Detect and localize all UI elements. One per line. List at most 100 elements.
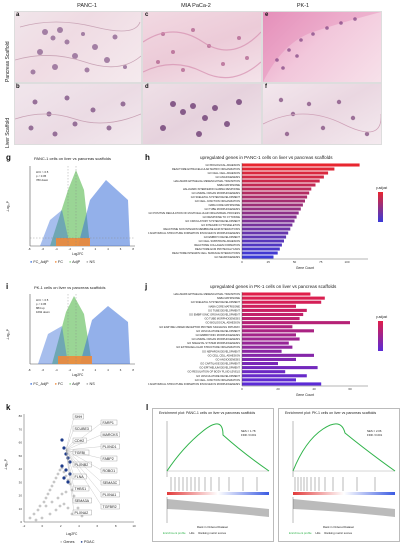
gene-label-box (100, 431, 120, 438)
gene-point (56, 472, 60, 476)
xtick: 4 (107, 368, 109, 372)
histology-cells-b (15, 95, 141, 137)
bar-term-label: GO VASCULATURE DEVELOPMENT (196, 329, 240, 333)
gene-point (60, 492, 64, 496)
bar-term-label: REACTOME ECM PROTEOGLYCANS (195, 247, 240, 251)
x-tick-label: 8 (115, 524, 117, 528)
gene-point (36, 508, 40, 512)
bar (242, 304, 296, 308)
bar-term-label: GO CELL CELL ADHESION (208, 171, 241, 175)
bar-term-label: GO CELL JUNCTION ORGANIZATION (195, 378, 240, 382)
panel-label-a: a (16, 12, 20, 18)
pdac-point (68, 460, 72, 464)
bar (242, 175, 324, 179)
bar (242, 345, 293, 349)
histology-cells-f (263, 97, 381, 137)
bar-term-label: GO EMBRYO DEVELOPMENT (204, 235, 241, 239)
x-tick-label: 100 (344, 260, 349, 264)
x-tick-label: 20 (276, 387, 280, 391)
gene-point (40, 516, 44, 520)
gene-label: TGFBI (75, 451, 86, 455)
gene-leader (65, 446, 103, 451)
x-tick-label: 50 (293, 260, 297, 264)
bar (242, 349, 282, 353)
bar (242, 231, 289, 235)
x-tick-label: 25 (267, 260, 271, 264)
legend-adjp: ● AdjP (68, 382, 81, 386)
bar-term-label: GO CELL CELL ADHESION (208, 353, 241, 357)
bar (242, 251, 278, 255)
legend-ns: ● NS (86, 382, 95, 386)
bar (242, 223, 293, 227)
bar (242, 308, 307, 312)
gene-label-box (100, 443, 120, 450)
gene-leader (65, 422, 103, 451)
gene-label: SCUBE3 (75, 427, 89, 431)
gene-point (32, 512, 36, 516)
histology-cells-c (143, 28, 261, 79)
gene-label-box (100, 419, 118, 426)
legend-ranking: Ranking metric scores (198, 531, 227, 535)
gene-point (48, 512, 52, 516)
bar (242, 325, 293, 329)
gsea-left: Enrichment plot: PANC-1 cells on liver v… (152, 408, 274, 542)
x-tick-label: 75 (319, 260, 323, 264)
volcano-title-g: PANC-1 cells on liver vs pancreas scaffo… (34, 156, 111, 161)
bar-term-label: GO SKELETAL SYSTEM DEVELOPMENT (191, 195, 241, 199)
gene-point (64, 474, 68, 478)
gsea-right: Enrichment plot: PK-1 cells on liver vs … (278, 408, 400, 542)
volcano-annot-i-3: 1692 down (36, 310, 50, 314)
histology-image-c (142, 11, 262, 83)
gene-point (50, 484, 54, 488)
legend-pdac: ● PDAC (80, 540, 95, 544)
bar-title-h: upregulated genes in PANC-1 cells on liv… (200, 155, 333, 160)
bar-term-label: GO SKELETAL SYSTEM DEVELOPMENT (191, 300, 241, 304)
gene-leader (65, 449, 75, 489)
gene-point (64, 490, 68, 494)
bar (242, 370, 286, 374)
bar (242, 300, 322, 304)
bar-term-label: GO TUBE DEVELOPMENT (208, 308, 240, 312)
gene-label: FARP1 (103, 421, 114, 425)
gene-label-box (100, 503, 120, 510)
gene-point (46, 492, 50, 496)
bar-term-label: GO CARTILAGE DEVELOPMENT (200, 362, 240, 366)
gene-point (52, 480, 56, 484)
bar-term-label: GO BIOLOGICAL ADHESION (206, 321, 241, 325)
panel-label-f: f (265, 84, 267, 90)
gene-point (66, 506, 70, 510)
bar (242, 235, 287, 239)
gsea-right-legend: Enrichment profile Hits Ranking metric s… (289, 531, 352, 535)
gene-label: PLXNB2 (75, 463, 89, 467)
bar (242, 243, 282, 247)
gene-label-box (72, 413, 84, 420)
bar (242, 215, 297, 219)
gene-leader (65, 440, 75, 451)
gene-leader (65, 449, 103, 507)
bar-term-label: GO ANIMAL ORGAN MORPHOGENESIS (192, 337, 241, 341)
bar-title-j: upregulated genes in PK-1 cells on liver… (210, 284, 337, 289)
gene-point (42, 500, 46, 504)
panel-label-e: e (265, 12, 269, 18)
panel-label-k: k (6, 403, 11, 412)
gene-point (58, 504, 62, 508)
gene-label: MARCKS (103, 433, 119, 437)
xtick: -8 (28, 247, 31, 251)
k-xlabel: Log2FC (66, 532, 78, 536)
gene-point (50, 500, 54, 504)
y-tick-label: 50 (19, 454, 23, 458)
gene-label: SEMA3C (103, 481, 118, 485)
xtick: -4 (55, 247, 58, 251)
gene-point (48, 488, 52, 492)
legend-fc: ● FC (54, 260, 63, 264)
x-tick-label: 0 (41, 524, 43, 528)
bar-term-label: GO ANGIOGENESIS (215, 357, 240, 361)
gene-leader (65, 449, 103, 495)
volcano-title-i: PK-1 cells on liver vs pancreas scaffold… (34, 285, 106, 290)
bar (242, 239, 284, 243)
xtick: 4 (107, 247, 109, 251)
gene-label: PLXNA1 (103, 493, 117, 497)
histology-image-d (142, 83, 262, 145)
volcano-annot-i-2: 884 up (36, 306, 45, 310)
bar-term-label: GO ANATOMICAL STRUCTURE FORMATION INVOLV… (148, 382, 240, 386)
